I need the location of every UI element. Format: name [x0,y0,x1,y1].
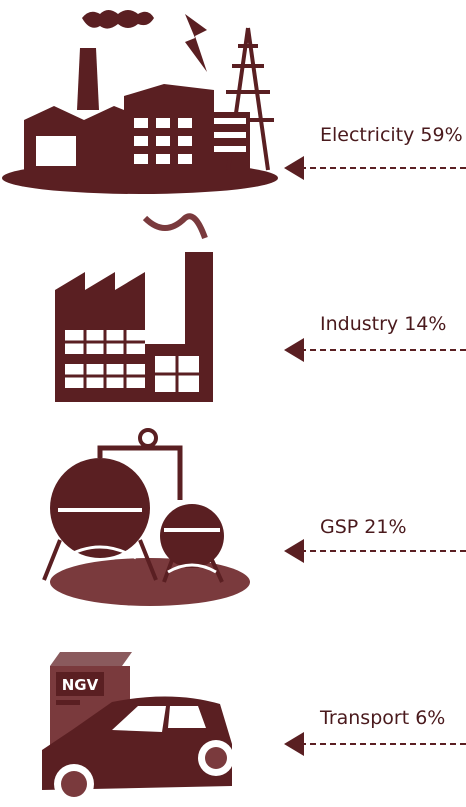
ngv-label: NGV [62,676,99,694]
transport-icon: NGV [42,652,234,804]
power-plant-icon [2,10,278,194]
transport-label: Transport 6% [319,707,445,729]
industry-label: Industry 14% [320,313,446,335]
gas-plant-icon [42,428,250,606]
gsp-label: GSP 21% [320,516,407,538]
electricity-label: Electricity 59% [320,124,463,146]
factory-icon [55,213,213,402]
